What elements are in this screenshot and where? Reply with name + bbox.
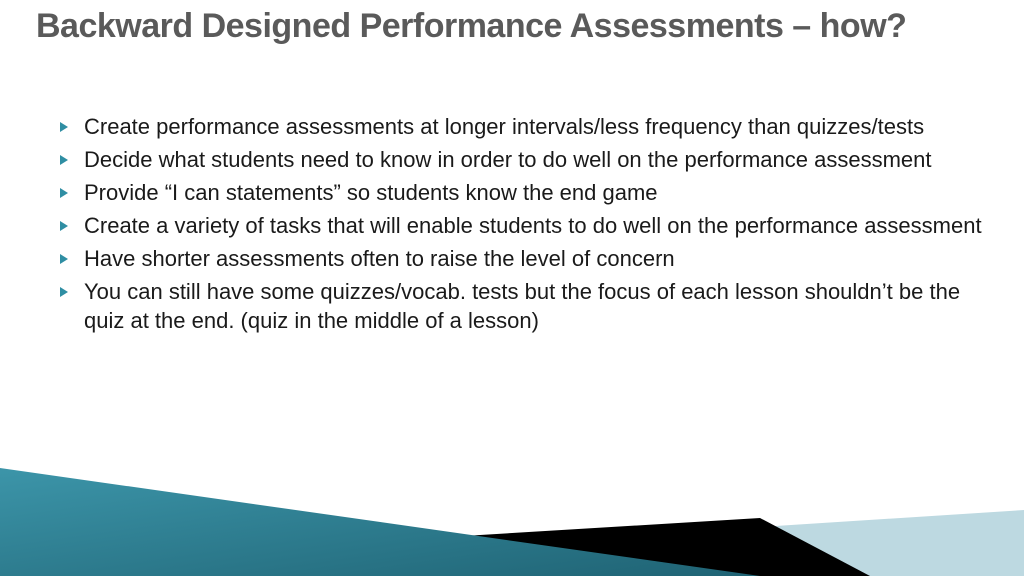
bullet-list: Create performance assessments at longer… [60,112,988,339]
list-item: Decide what students need to know in ord… [60,145,988,174]
list-item: Create performance assessments at longer… [60,112,988,141]
list-item: Provide “I can statements” so students k… [60,178,988,207]
corner-decoration [0,396,1024,576]
slide: Backward Designed Performance Assessment… [0,0,1024,576]
deco-black-triangle [0,518,870,576]
slide-title: Backward Designed Performance Assessment… [36,8,988,45]
list-item: Create a variety of tasks that will enab… [60,211,988,240]
list-item: You can still have some quizzes/vocab. t… [60,277,988,335]
list-item: Have shorter assessments often to raise … [60,244,988,273]
deco-teal-triangle [0,468,760,576]
deco-light-triangle [0,510,1024,576]
